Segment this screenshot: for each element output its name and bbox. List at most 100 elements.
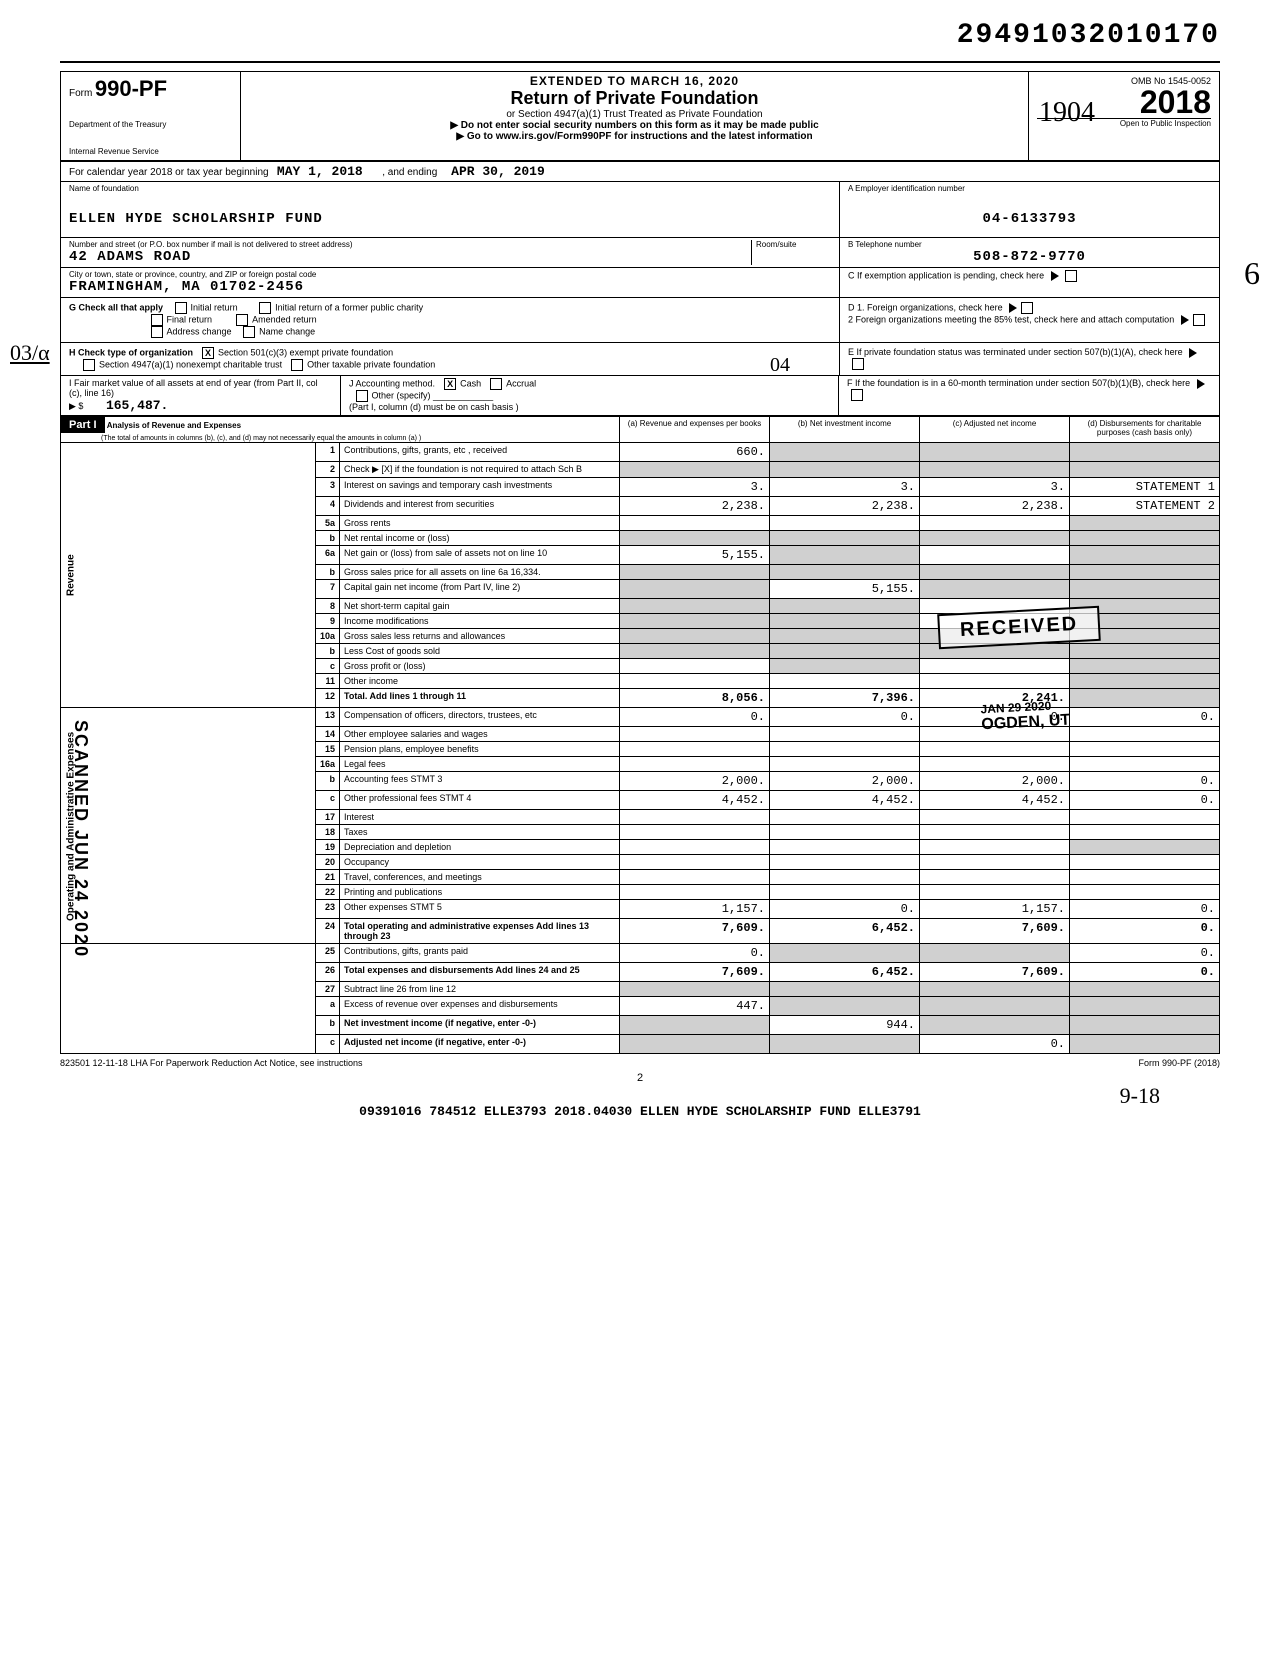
table-row: 25Contributions, gifts, grants paid0.0. <box>61 944 1220 963</box>
amt-c <box>920 997 1070 1016</box>
g-opt6: Name change <box>259 326 315 336</box>
amt-b <box>770 825 920 840</box>
amt-c <box>920 580 1070 599</box>
j-accrual-cb[interactable] <box>490 378 502 390</box>
row-desc: Other expenses STMT 5 <box>340 900 620 919</box>
row-desc: Depreciation and depletion <box>340 840 620 855</box>
extended-date: EXTENDED TO MARCH 16, 2020 <box>249 74 1020 88</box>
amt-d <box>1070 840 1220 855</box>
amt-a <box>620 840 770 855</box>
row-desc: Interest <box>340 810 620 825</box>
amt-a <box>620 629 770 644</box>
amt-b <box>770 997 920 1016</box>
g-cb4[interactable] <box>259 302 271 314</box>
amt-c <box>920 531 1070 546</box>
amt-a <box>620 516 770 531</box>
row-num: 16a <box>315 757 339 772</box>
g-opt3: Address change <box>167 326 232 336</box>
arrow-icon <box>1197 379 1205 389</box>
j-cash: Cash <box>460 378 481 388</box>
city-label: City or town, state or province, country… <box>69 270 831 279</box>
blank-side <box>61 944 316 1054</box>
amt-b <box>770 599 920 614</box>
row-num: 10a <box>315 629 339 644</box>
row-desc: Other employee salaries and wages <box>340 727 620 742</box>
row-num: 27 <box>315 982 339 997</box>
amt-d: 0. <box>1070 708 1220 727</box>
header-row: Form 990-PF Department of the Treasury I… <box>60 71 1220 162</box>
amt-c <box>920 982 1070 997</box>
amt-a: 7,609. <box>620 919 770 944</box>
i-value: 165,487. <box>106 398 168 413</box>
ein-label: A Employer identification number <box>848 184 1211 193</box>
amt-d <box>1070 1035 1220 1054</box>
amt-a <box>620 1035 770 1054</box>
e-cb[interactable] <box>852 358 864 370</box>
j-cash-cb[interactable]: X <box>444 378 456 390</box>
amt-b <box>770 629 920 644</box>
h-row: H Check type of organization XSection 50… <box>60 343 1220 376</box>
row-num: 3 <box>315 478 339 497</box>
col-c-header: (c) Adjusted net income <box>920 417 1070 443</box>
row-num: 17 <box>315 810 339 825</box>
g-cb2[interactable] <box>151 314 163 326</box>
amt-d <box>1070 982 1220 997</box>
d2-cb[interactable] <box>1193 314 1205 326</box>
g-cb5[interactable] <box>236 314 248 326</box>
amt-b <box>770 565 920 580</box>
row-num: 15 <box>315 742 339 757</box>
form-prefix: Form <box>69 88 92 99</box>
amt-b: 2,238. <box>770 497 920 516</box>
row-desc: Subtract line 26 from line 12 <box>340 982 620 997</box>
ijf-row: I Fair market value of all assets at end… <box>60 376 1220 416</box>
part1-badge: Part I <box>61 417 105 433</box>
margin-note-right: 6 <box>1244 255 1260 292</box>
form-container: 29491032010170 03/α 6 04 SCANNED JUN 24 … <box>60 20 1220 1119</box>
phone-label: B Telephone number <box>848 240 1211 249</box>
amt-d <box>1070 997 1220 1016</box>
h-cb3[interactable] <box>291 359 303 371</box>
amt-d <box>1070 870 1220 885</box>
page-number: 2 <box>60 1072 1220 1084</box>
row-desc: Check ▶ [X] if the foundation is not req… <box>340 462 620 478</box>
d-cell: D 1. Foreign organizations, check here 2… <box>839 298 1219 342</box>
f-cb[interactable] <box>851 389 863 401</box>
row-desc: Total. Add lines 1 through 11 <box>340 689 620 708</box>
h-opt3: Other taxable private foundation <box>307 359 435 369</box>
h-cb1[interactable]: X <box>202 347 214 359</box>
h-label: H Check type of organization <box>69 347 193 357</box>
d1-cb[interactable] <box>1021 302 1033 314</box>
amt-c: 7,609. <box>920 919 1070 944</box>
dept-treasury: Department of the Treasury <box>69 120 232 129</box>
g-cb3[interactable] <box>151 326 163 338</box>
g-cb6[interactable] <box>243 326 255 338</box>
row-desc: Less Cost of goods sold <box>340 644 620 659</box>
amt-a: 660. <box>620 443 770 462</box>
i-label: I Fair market value of all assets at end… <box>69 378 318 398</box>
amt-a: 2,000. <box>620 772 770 791</box>
margin-note-left: 03/α <box>10 340 50 366</box>
amt-d <box>1070 531 1220 546</box>
j-accrual: Accrual <box>506 378 536 388</box>
h-cb2[interactable] <box>83 359 95 371</box>
amt-b <box>770 531 920 546</box>
amt-c <box>920 462 1070 478</box>
amt-d <box>1070 855 1220 870</box>
amt-b <box>770 1035 920 1054</box>
h-opt2: Section 4947(a)(1) nonexempt charitable … <box>99 359 282 369</box>
h-left: H Check type of organization XSection 50… <box>61 343 839 375</box>
amt-c: 2,238. <box>920 497 1070 516</box>
amt-a <box>620 885 770 900</box>
amt-a: 4,452. <box>620 791 770 810</box>
amt-b: 6,452. <box>770 963 920 982</box>
j-other-cb[interactable] <box>356 390 368 402</box>
g-cb1[interactable] <box>175 302 187 314</box>
amt-b <box>770 840 920 855</box>
row-num: 5a <box>315 516 339 531</box>
phone-cell: B Telephone number 508-872-9770 <box>840 238 1219 268</box>
amt-c <box>920 825 1070 840</box>
amt-d <box>1070 565 1220 580</box>
amt-d: 0. <box>1070 963 1220 982</box>
c-checkbox[interactable] <box>1065 270 1077 282</box>
amt-d <box>1070 462 1220 478</box>
